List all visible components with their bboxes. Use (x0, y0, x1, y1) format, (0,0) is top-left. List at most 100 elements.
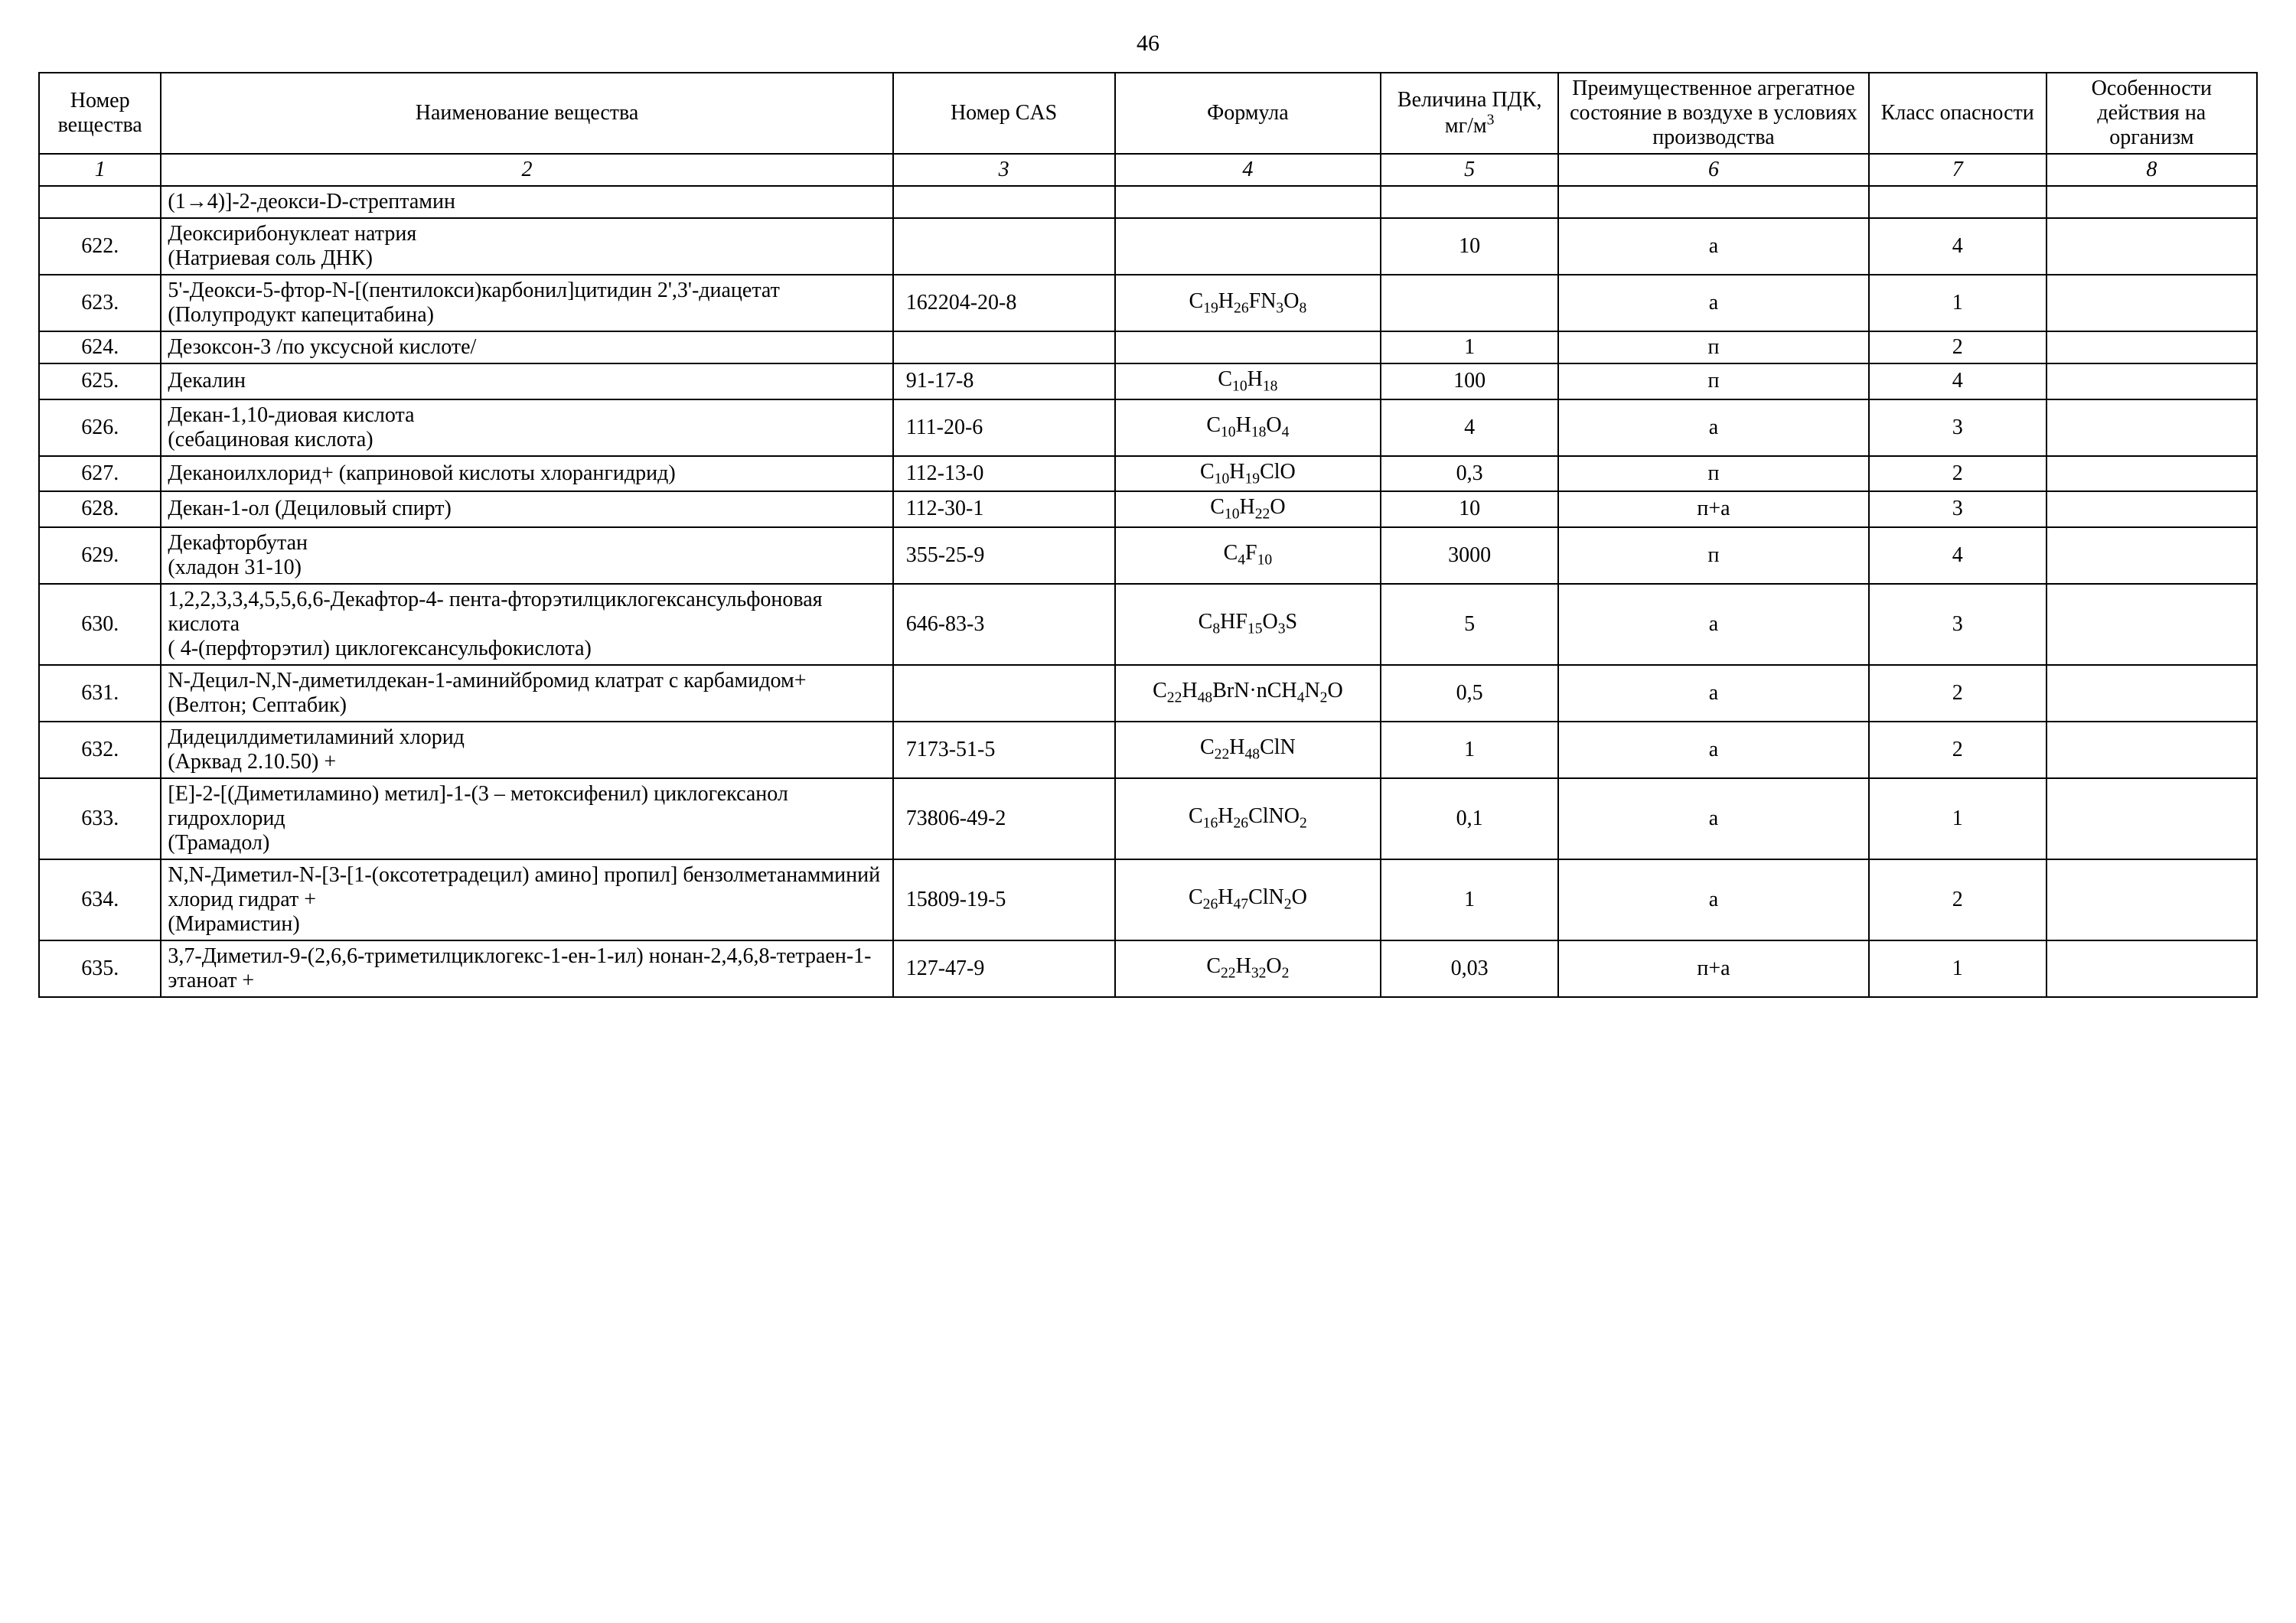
cell-state (1558, 186, 1869, 218)
column-number-row: 1 2 3 4 5 6 7 8 (39, 154, 2257, 186)
cell-state: п+а (1558, 940, 1869, 997)
cell-pdk: 100 (1381, 363, 1558, 399)
cell-num: 627. (39, 456, 161, 492)
cell-name: 5'-Деокси-5-фтор-N-[(пентилокси)карбонил… (161, 275, 892, 331)
cell-pdk: 0,03 (1381, 940, 1558, 997)
table-row: 627.Деканоилхлорид+ (каприновой кислоты … (39, 456, 2257, 492)
cell-cas: 112-30-1 (893, 491, 1115, 527)
cell-form: C10H19ClO (1115, 456, 1381, 492)
colnum-3: 3 (893, 154, 1115, 186)
cell-state: а (1558, 859, 1869, 940)
cell-num: 624. (39, 331, 161, 363)
cell-eff (2047, 665, 2257, 722)
table-row: 625.Декалин91-17-8C10H18100п4 (39, 363, 2257, 399)
cell-pdk: 10 (1381, 218, 1558, 275)
table-body: (1→4)]-2-деокси-D-стрептамин622.Деоксири… (39, 186, 2257, 997)
cell-form: C4F10 (1115, 527, 1381, 584)
cell-form: C22H32O2 (1115, 940, 1381, 997)
cell-num: 632. (39, 722, 161, 778)
cell-num: 622. (39, 218, 161, 275)
cell-form: C16H26ClNO2 (1115, 778, 1381, 859)
cell-cas: 127-47-9 (893, 940, 1115, 997)
cell-class: 2 (1869, 331, 2047, 363)
cell-eff (2047, 363, 2257, 399)
cell-form (1115, 186, 1381, 218)
cell-form: C19H26FN3O8 (1115, 275, 1381, 331)
table-row: 631.N-Децил-N,N-диметилдекан-1-аминийбро… (39, 665, 2257, 722)
cell-class: 4 (1869, 363, 2047, 399)
table-row: (1→4)]-2-деокси-D-стрептамин (39, 186, 2257, 218)
cell-class (1869, 186, 2047, 218)
cell-class: 2 (1869, 665, 2047, 722)
cell-state: а (1558, 722, 1869, 778)
header-row: Номер вещества Наименование вещества Ном… (39, 73, 2257, 154)
header-state: Преимущественное агрегатное состояние в … (1558, 73, 1869, 154)
cell-state: а (1558, 778, 1869, 859)
cell-num: 633. (39, 778, 161, 859)
cell-name: N-Децил-N,N-диметилдекан-1-аминийбромид … (161, 665, 892, 722)
table-row: 630.1,2,2,3,3,4,5,5,6,6-Декафтор-4- пент… (39, 584, 2257, 665)
table-row: 634.N,N-Диметил-N-[3-[1-(оксотетрадецил)… (39, 859, 2257, 940)
cell-pdk: 4 (1381, 399, 1558, 456)
cell-name: 1,2,2,3,3,4,5,5,6,6-Декафтор-4- пента-фт… (161, 584, 892, 665)
cell-eff (2047, 940, 2257, 997)
cell-name: 3,7-Диметил-9-(2,6,6-триметилциклогекс-1… (161, 940, 892, 997)
cell-eff (2047, 186, 2257, 218)
cell-cas (893, 186, 1115, 218)
cell-state: а (1558, 399, 1869, 456)
cell-state: а (1558, 584, 1869, 665)
cell-cas: 111-20-6 (893, 399, 1115, 456)
cell-form: C10H18 (1115, 363, 1381, 399)
cell-num: 629. (39, 527, 161, 584)
cell-name: Дезоксон-3 /по уксусной кислоте/ (161, 331, 892, 363)
table-row: 635.3,7-Диметил-9-(2,6,6-триметилциклоге… (39, 940, 2257, 997)
cell-class: 2 (1869, 722, 2047, 778)
cell-num: 634. (39, 859, 161, 940)
cell-cas: 7173-51-5 (893, 722, 1115, 778)
cell-cas: 112-13-0 (893, 456, 1115, 492)
cell-pdk: 1 (1381, 331, 1558, 363)
cell-name: Декан-1,10-диовая кислота(себациновая ки… (161, 399, 892, 456)
colnum-2: 2 (161, 154, 892, 186)
colnum-7: 7 (1869, 154, 2047, 186)
cell-num: 626. (39, 399, 161, 456)
table-row: 628.Декан-1-ол (Дециловый спирт)112-30-1… (39, 491, 2257, 527)
cell-eff (2047, 722, 2257, 778)
cell-cas (893, 665, 1115, 722)
cell-pdk: 1 (1381, 859, 1558, 940)
cell-class: 1 (1869, 275, 2047, 331)
table-row: 624.Дезоксон-3 /по уксусной кислоте/1п2 (39, 331, 2257, 363)
colnum-1: 1 (39, 154, 161, 186)
cell-pdk: 0,3 (1381, 456, 1558, 492)
header-eff: Особенности действия на организм (2047, 73, 2257, 154)
cell-form: C10H18O4 (1115, 399, 1381, 456)
cell-class: 2 (1869, 456, 2047, 492)
colnum-8: 8 (2047, 154, 2257, 186)
header-cas: Номер CAS (893, 73, 1115, 154)
cell-eff (2047, 859, 2257, 940)
substances-table: Номер вещества Наименование вещества Ном… (38, 72, 2258, 998)
cell-cas: 355-25-9 (893, 527, 1115, 584)
cell-num: 631. (39, 665, 161, 722)
cell-state: а (1558, 275, 1869, 331)
cell-cas: 646-83-3 (893, 584, 1115, 665)
header-class: Класс опасности (1869, 73, 2047, 154)
cell-class: 4 (1869, 527, 2047, 584)
cell-name: N,N-Диметил-N-[3-[1-(оксотетрадецил) ами… (161, 859, 892, 940)
cell-form (1115, 331, 1381, 363)
cell-name: [E]-2-[(Диметиламино) метил]-1-(3 – мето… (161, 778, 892, 859)
cell-eff (2047, 778, 2257, 859)
cell-name: Деоксирибонуклеат натрия(Натриевая соль … (161, 218, 892, 275)
cell-class: 3 (1869, 584, 2047, 665)
cell-eff (2047, 527, 2257, 584)
cell-pdk: 1 (1381, 722, 1558, 778)
colnum-4: 4 (1115, 154, 1381, 186)
cell-name: Декафторбутан(хладон 31-10) (161, 527, 892, 584)
table-row: 632.Дидецилдиметиламиний хлорид(Арквад 2… (39, 722, 2257, 778)
cell-eff (2047, 331, 2257, 363)
header-num: Номер вещества (39, 73, 161, 154)
cell-class: 1 (1869, 940, 2047, 997)
cell-eff (2047, 491, 2257, 527)
cell-state: п (1558, 331, 1869, 363)
cell-class: 1 (1869, 778, 2047, 859)
